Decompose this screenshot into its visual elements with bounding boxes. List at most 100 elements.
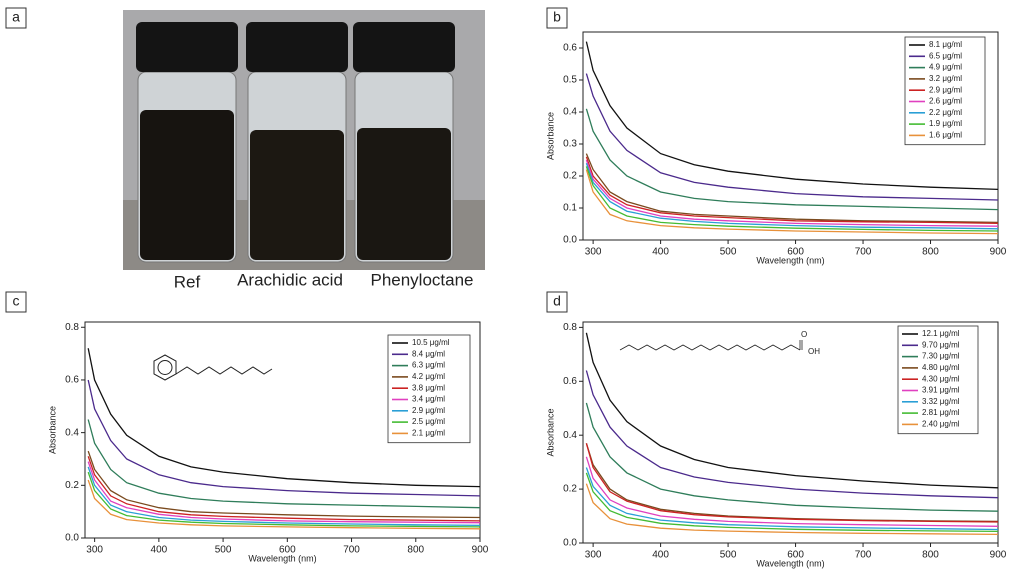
y-tick-label: 0.6	[563, 376, 577, 387]
series-line	[585, 156, 999, 225]
legend-label: 1.6 μg/ml	[929, 131, 962, 140]
y-tick-label: 0.6	[563, 43, 577, 54]
plot-frame	[84, 321, 481, 539]
series-line	[585, 153, 999, 224]
series-line	[585, 41, 999, 191]
y-axis-label: Absorbance	[545, 408, 555, 456]
panel-label-box	[546, 7, 568, 29]
structure-label: O	[801, 330, 807, 339]
photo-label: Phenyloctane	[370, 270, 473, 289]
y-tick-label: 0.2	[563, 484, 577, 495]
legend-label: 3.91 μg/ml	[922, 386, 960, 395]
photo	[123, 10, 485, 270]
series-line	[585, 108, 999, 211]
y-tick-label: 0.2	[65, 480, 79, 491]
legend-label: 2.81 μg/ml	[922, 408, 960, 417]
series-line	[585, 443, 999, 523]
x-tick-label: 700	[343, 545, 360, 556]
legend-label: 8.1 μg/ml	[929, 40, 962, 49]
series-line	[585, 467, 999, 531]
y-tick-label: 0.0	[65, 533, 79, 544]
y-axis-label: Absorbance	[545, 112, 555, 160]
x-tick-label: 900	[990, 247, 1007, 258]
x-tick-label: 500	[720, 550, 737, 561]
legend-label: 2.9 μg/ml	[412, 406, 445, 415]
plot-frame	[582, 31, 999, 241]
series-line	[585, 483, 999, 536]
x-tick-label: 900	[990, 550, 1007, 561]
phenyloctane-structure	[153, 354, 273, 381]
x-tick-label: 300	[585, 247, 602, 258]
x-tick-label: 400	[652, 550, 669, 561]
vial	[353, 22, 455, 263]
legend-label: 7.30 μg/ml	[922, 352, 960, 361]
legend-label: 3.32 μg/ml	[922, 397, 960, 406]
legend-label: 8.4 μg/ml	[412, 349, 445, 358]
series-line	[87, 471, 481, 528]
panel-label: d	[553, 293, 561, 309]
y-tick-label: 0.6	[65, 375, 79, 386]
x-axis-label: Wavelength (nm)	[756, 255, 824, 265]
series-line	[585, 472, 999, 533]
series-line	[585, 166, 999, 232]
y-tick-label: 0.3	[563, 139, 577, 150]
legend-label: 2.9 μg/ml	[929, 85, 962, 94]
series-line	[585, 456, 999, 527]
x-tick-label: 600	[787, 550, 804, 561]
y-tick-label: 0.0	[563, 235, 577, 246]
legend-label: 4.9 μg/ml	[929, 63, 962, 72]
x-axis-label: Wavelength (nm)	[756, 558, 824, 568]
series-line	[585, 162, 999, 230]
y-tick-label: 0.8	[563, 322, 577, 333]
x-tick-label: 300	[585, 550, 602, 561]
series-line	[585, 402, 999, 512]
y-tick-label: 0.2	[563, 171, 577, 182]
y-axis-label: Absorbance	[47, 406, 57, 454]
series-line	[87, 461, 481, 524]
legend-label: 1.9 μg/ml	[929, 119, 962, 128]
legend-label: 3.8 μg/ml	[412, 383, 445, 392]
legend-label: 2.2 μg/ml	[929, 108, 962, 117]
legend-label: 3.2 μg/ml	[929, 74, 962, 83]
y-tick-label: 0.4	[563, 107, 577, 118]
x-tick-label: 700	[855, 550, 872, 561]
legend-label: 4.30 μg/ml	[922, 374, 960, 383]
legend-label: 2.40 μg/ml	[922, 420, 960, 429]
panel-label-box	[5, 291, 27, 313]
arachidic-acid-structure	[619, 340, 803, 351]
y-tick-label: 0.0	[563, 538, 577, 549]
legend-label: 3.4 μg/ml	[412, 395, 445, 404]
x-tick-label: 600	[787, 247, 804, 258]
legend-label: 2.5 μg/ml	[412, 417, 445, 426]
series-line	[87, 348, 481, 488]
legend-label: 4.80 μg/ml	[922, 363, 960, 372]
x-tick-label: 700	[855, 247, 872, 258]
x-tick-label: 300	[86, 545, 103, 556]
panel-label-box	[5, 7, 27, 29]
vial	[246, 22, 348, 263]
y-tick-label: 0.4	[65, 427, 79, 438]
series-line	[87, 419, 481, 509]
x-tick-label: 400	[652, 247, 669, 258]
y-tick-label: 0.8	[65, 322, 79, 333]
series-line	[585, 332, 999, 489]
panel-label: b	[553, 9, 561, 25]
photo-label: Arachidic acid	[237, 270, 343, 289]
legend-label: 6.5 μg/ml	[929, 51, 962, 60]
y-tick-label: 0.1	[563, 203, 577, 214]
x-axis-label: Wavelength (nm)	[248, 553, 316, 563]
legend-label: 2.6 μg/ml	[929, 97, 962, 106]
series-line	[87, 456, 481, 522]
legend-label: 6.3 μg/ml	[412, 361, 445, 370]
x-tick-label: 800	[407, 545, 424, 556]
x-tick-label: 800	[922, 550, 939, 561]
series-line	[585, 370, 999, 499]
panel-label: a	[12, 9, 20, 25]
x-tick-label: 800	[922, 247, 939, 258]
series-line	[585, 159, 999, 227]
photo-label: Ref	[174, 272, 201, 291]
series-line	[585, 73, 999, 201]
x-tick-label: 900	[472, 545, 489, 556]
legend-label: 4.2 μg/ml	[412, 372, 445, 381]
